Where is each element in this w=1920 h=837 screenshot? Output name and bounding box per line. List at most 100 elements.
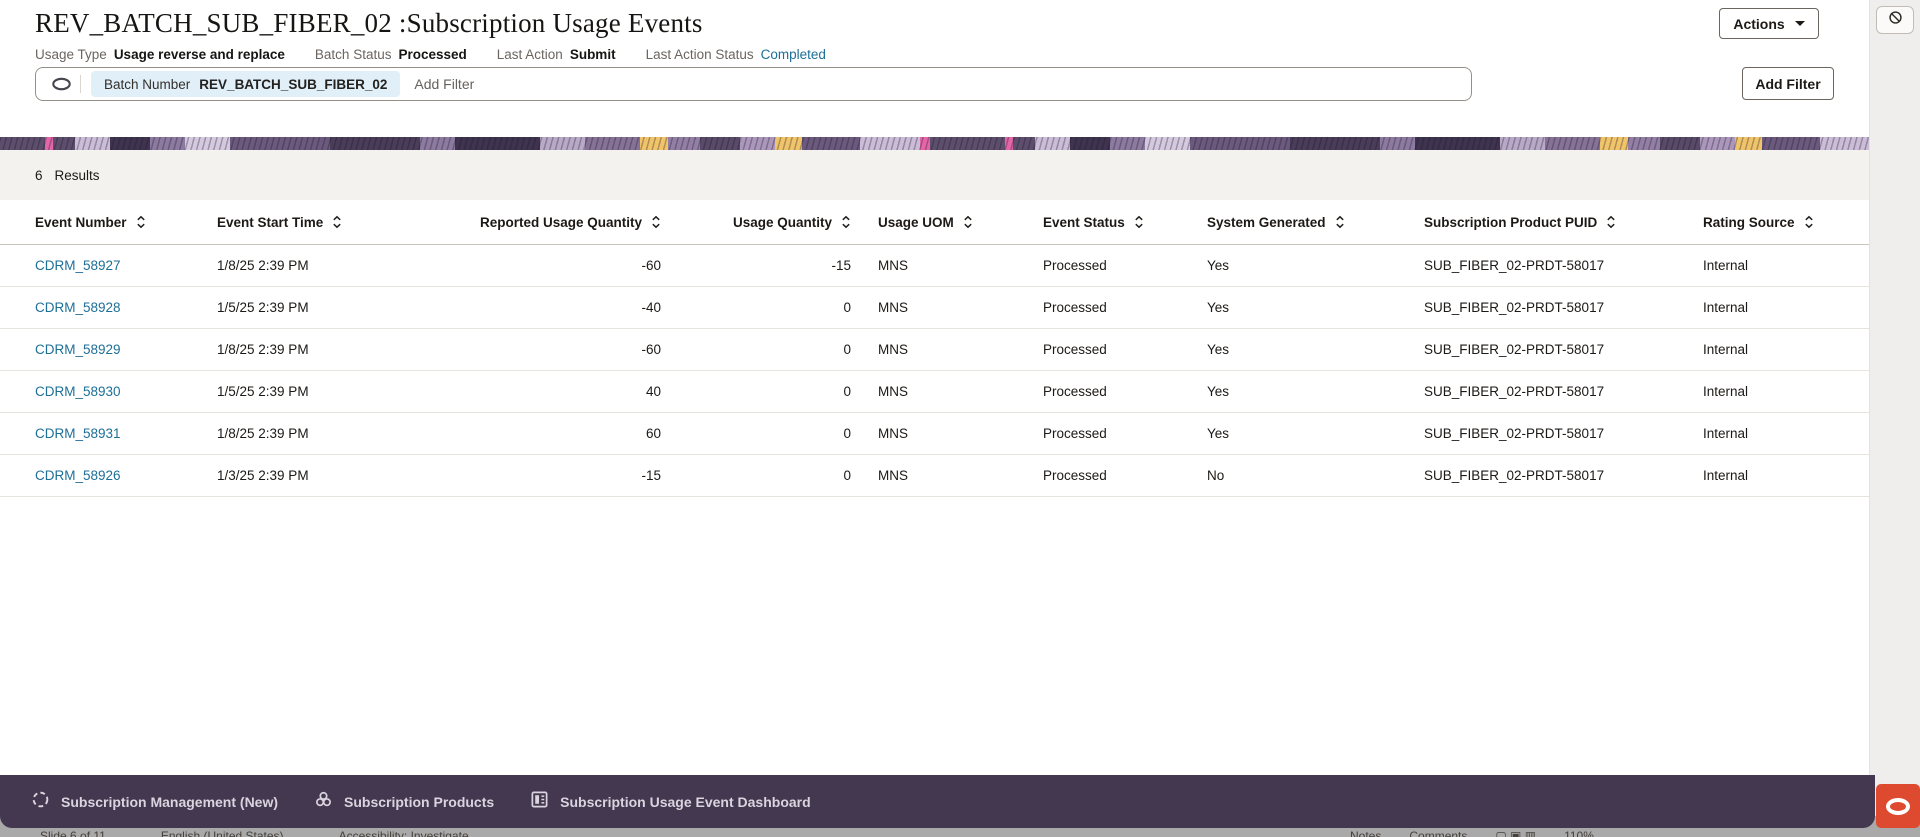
rating-source: Internal xyxy=(1703,342,1749,357)
chevron-down-icon xyxy=(1794,21,1805,26)
footer-item-subscription-products[interactable]: Subscription Products xyxy=(314,790,494,814)
event-number-link[interactable]: CDRM_58927 xyxy=(35,258,121,273)
system-generated: Yes xyxy=(1207,258,1230,273)
usage-events-table: Event Number Event Start Time Reported U… xyxy=(0,200,1869,497)
system-generated: Yes xyxy=(1207,426,1230,441)
subscription-product-puid: SUB_FIBER_02-PRDT-58017 xyxy=(1424,300,1605,315)
event-status: Processed xyxy=(1043,342,1107,357)
system-generated: Yes xyxy=(1207,384,1230,399)
usage-uom: MNS xyxy=(878,342,908,357)
results-label: Results xyxy=(54,167,100,183)
column-header-system-generated[interactable]: System Generated xyxy=(1207,215,1424,230)
dashboard-icon xyxy=(530,790,549,814)
filter-divider xyxy=(80,75,81,93)
sort-icon xyxy=(1335,215,1345,229)
rating-source: Internal xyxy=(1703,258,1749,273)
zoom-level[interactable]: 110% xyxy=(1564,829,1594,837)
usage-quantity: -15 xyxy=(831,258,851,273)
event-status: Processed xyxy=(1043,426,1107,441)
decorative-banner-strip xyxy=(0,137,1869,150)
rating-source: Internal xyxy=(1703,384,1749,399)
batch-summary: Usage Type Usage reverse and replace Bat… xyxy=(35,47,826,62)
event-status: Processed xyxy=(1043,468,1107,483)
system-generated: Yes xyxy=(1207,300,1230,315)
column-header-usage-quantity[interactable]: Usage Quantity xyxy=(661,215,851,230)
oracle-chat-button[interactable] xyxy=(1876,784,1920,828)
page-header: REV_BATCH_SUB_FIBER_02 :Subscription Usa… xyxy=(0,0,1869,137)
accessibility-indicator[interactable]: Accessibility: Investigate xyxy=(338,829,469,837)
event-start-time: 1/8/25 2:39 PM xyxy=(217,258,309,273)
event-status: Processed xyxy=(1043,384,1107,399)
last-action-status-link[interactable]: Completed xyxy=(760,47,826,62)
oracle-logo-icon xyxy=(1886,797,1910,815)
view-mode-icons[interactable]: ▢ ▣ ▥ xyxy=(1495,829,1537,837)
right-side-rail xyxy=(1869,0,1920,828)
event-status: Processed xyxy=(1043,258,1107,273)
column-header-usage-uom[interactable]: Usage UOM xyxy=(851,215,1043,230)
summary-last-action: Last Action Submit xyxy=(496,47,616,62)
notes-button[interactable]: Notes xyxy=(1350,829,1382,837)
usage-quantity: 0 xyxy=(843,426,851,441)
usage-quantity: 0 xyxy=(843,468,851,483)
reported-usage-quantity: -60 xyxy=(641,342,661,357)
sync-circle-icon xyxy=(31,790,50,814)
sort-icon xyxy=(651,215,661,229)
table-row: CDRM_58930 1/5/25 2:39 PM 40 0 MNS Proce… xyxy=(0,371,1869,413)
column-header-subscription-product-puid[interactable]: Subscription Product PUID xyxy=(1424,215,1703,230)
event-start-time: 1/8/25 2:39 PM xyxy=(217,426,309,441)
column-header-reported-usage-quantity[interactable]: Reported Usage Quantity xyxy=(471,215,661,230)
column-header-rating-source[interactable]: Rating Source xyxy=(1703,215,1869,230)
language-indicator[interactable]: English (United States) xyxy=(160,829,284,837)
event-number-link[interactable]: CDRM_58929 xyxy=(35,342,121,357)
table-row: CDRM_58926 1/3/25 2:39 PM -15 0 MNS Proc… xyxy=(0,455,1869,497)
sort-icon xyxy=(1804,215,1814,229)
usage-uom: MNS xyxy=(878,300,908,315)
sort-icon xyxy=(136,215,146,229)
table-row: CDRM_58927 1/8/25 2:39 PM -60 -15 MNS Pr… xyxy=(0,245,1869,287)
event-number-link[interactable]: CDRM_58930 xyxy=(35,384,121,399)
slide-indicator[interactable]: Slide 6 of 11 xyxy=(40,829,106,837)
reported-usage-quantity: 40 xyxy=(645,384,661,399)
batch-number-filter-chip[interactable]: Batch Number REV_BATCH_SUB_FIBER_02 xyxy=(91,71,401,97)
event-start-time: 1/5/25 2:39 PM xyxy=(217,384,309,399)
block-panel-button[interactable] xyxy=(1876,6,1914,34)
usage-uom: MNS xyxy=(878,384,908,399)
event-number-link[interactable]: CDRM_58926 xyxy=(35,468,121,483)
filter-toggle-button[interactable] xyxy=(48,77,74,91)
usage-quantity: 0 xyxy=(843,300,851,315)
add-filter-inline[interactable]: Add Filter xyxy=(414,76,475,92)
reported-usage-quantity: -40 xyxy=(641,300,661,315)
reported-usage-quantity: -15 xyxy=(641,468,661,483)
event-start-time: 1/8/25 2:39 PM xyxy=(217,342,309,357)
oval-icon xyxy=(51,77,71,91)
actions-button[interactable]: Actions xyxy=(1719,8,1819,39)
results-band: 6 Results xyxy=(0,150,1869,200)
filter-bar: Batch Number REV_BATCH_SUB_FIBER_02 Add … xyxy=(35,67,1472,101)
products-clover-icon xyxy=(314,790,333,814)
subscription-product-puid: SUB_FIBER_02-PRDT-58017 xyxy=(1424,426,1605,441)
column-header-event-number[interactable]: Event Number xyxy=(35,215,217,230)
usage-uom: MNS xyxy=(878,468,908,483)
footer-item-subscription-management[interactable]: Subscription Management (New) xyxy=(31,790,278,814)
usage-uom: MNS xyxy=(878,258,908,273)
column-header-event-status[interactable]: Event Status xyxy=(1043,215,1207,230)
column-header-event-start-time[interactable]: Event Start Time xyxy=(217,215,471,230)
event-number-link[interactable]: CDRM_58931 xyxy=(35,426,121,441)
comments-button[interactable]: Comments xyxy=(1409,829,1468,837)
footer-item-usage-event-dashboard[interactable]: Subscription Usage Event Dashboard xyxy=(530,790,811,814)
table-row: CDRM_58929 1/8/25 2:39 PM -60 0 MNS Proc… xyxy=(0,329,1869,371)
reported-usage-quantity: 60 xyxy=(645,426,661,441)
summary-last-action-status: Last Action Status Completed xyxy=(645,47,826,62)
subscription-product-puid: SUB_FIBER_02-PRDT-58017 xyxy=(1424,468,1605,483)
summary-batch-status: Batch Status Processed xyxy=(314,47,467,62)
sort-icon xyxy=(963,215,973,229)
usage-uom: MNS xyxy=(878,426,908,441)
footer-nav-bar: Subscription Management (New) Subscripti… xyxy=(0,775,1875,828)
subscription-product-puid: SUB_FIBER_02-PRDT-58017 xyxy=(1424,342,1605,357)
add-filter-button[interactable]: Add Filter xyxy=(1742,67,1834,100)
sort-icon xyxy=(841,215,851,229)
table-header-row: Event Number Event Start Time Reported U… xyxy=(0,200,1869,245)
sort-icon xyxy=(332,215,342,229)
event-number-link[interactable]: CDRM_58928 xyxy=(35,300,121,315)
sort-icon xyxy=(1606,215,1616,229)
